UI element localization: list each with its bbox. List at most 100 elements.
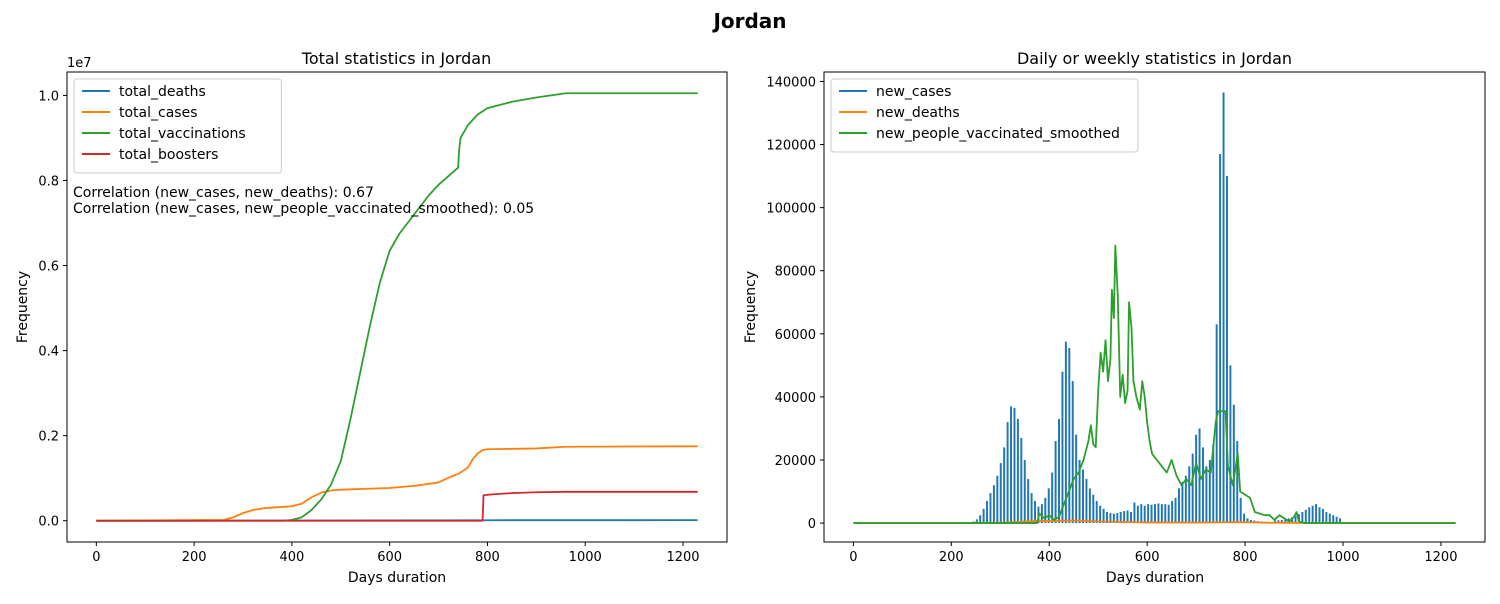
total-vaccinations-line bbox=[96, 92, 698, 522]
new-cases-bar bbox=[1126, 510, 1129, 524]
new-cases-bar bbox=[979, 515, 982, 524]
new-cases-bar bbox=[1229, 365, 1232, 524]
new-cases-bar bbox=[1332, 515, 1335, 524]
figure-title: Jordan bbox=[711, 9, 786, 33]
left-subplot: Total statistics in Jordan 1e7 0 200 400 60… bbox=[15, 49, 728, 586]
new-cases-bar bbox=[1215, 324, 1218, 524]
right-y-tick-label: 100000 bbox=[766, 202, 816, 217]
new-cases-bar bbox=[1191, 453, 1194, 524]
new-cases-bar bbox=[1246, 518, 1249, 524]
new-cases-bar bbox=[1123, 511, 1126, 524]
new-cases-bar bbox=[1321, 508, 1324, 524]
left-offset-text: 1e7 bbox=[67, 56, 92, 71]
new-cases-bar bbox=[1280, 519, 1283, 524]
new-cases-bar bbox=[1088, 488, 1091, 524]
legend-label-total-boosters: total_boosters bbox=[119, 147, 218, 163]
right-x-tick-label: 400 bbox=[1037, 550, 1062, 565]
new-cases-bar bbox=[1058, 418, 1060, 524]
new-cases-bar bbox=[1195, 434, 1198, 524]
new-cases-bar bbox=[1133, 502, 1136, 524]
right-y-tick-label: 40000 bbox=[775, 391, 816, 406]
new-cases-bar bbox=[1068, 348, 1071, 524]
new-cases-bar bbox=[1284, 519, 1287, 524]
right-y-axis-label: Frequency bbox=[743, 271, 759, 343]
new-cases-bar bbox=[1167, 504, 1170, 524]
right-x-tick-label: 0 bbox=[849, 550, 857, 565]
new-cases-bar bbox=[1164, 504, 1167, 524]
left-x-tick-label: 400 bbox=[279, 550, 304, 565]
new-cases-bar bbox=[1291, 517, 1294, 524]
new-cases-bar bbox=[1075, 434, 1078, 524]
right-x-tick-label: 1000 bbox=[1326, 550, 1359, 565]
left-legend: total_deaths total_cases total_vaccination… bbox=[73, 78, 282, 174]
new-cases-bar bbox=[1143, 505, 1146, 524]
right-plot-frame bbox=[823, 71, 1486, 543]
new-cases-bar bbox=[996, 475, 999, 524]
new-cases-bar bbox=[1308, 507, 1311, 524]
new-cases-bar bbox=[1277, 520, 1280, 524]
new-cases-bar bbox=[1010, 406, 1013, 524]
new-cases-bar bbox=[1030, 493, 1033, 524]
legend-label-total-deaths: total_deaths bbox=[119, 84, 206, 100]
new-cases-bar bbox=[1208, 459, 1211, 524]
new-cases-bar bbox=[986, 500, 989, 524]
legend-label-total-vaccinations: total_vaccinations bbox=[119, 126, 246, 142]
new-cases-bar bbox=[982, 508, 985, 524]
left-x-tick-label: 1000 bbox=[569, 550, 602, 565]
left-x-tick-label: 1200 bbox=[666, 550, 699, 565]
left-legend-box bbox=[73, 78, 282, 174]
left-x-axis-label: Days duration bbox=[348, 570, 446, 586]
new-cases-bar bbox=[1071, 381, 1074, 524]
left-annotations: Correlation (new_cases, new_deaths): 0.6… bbox=[73, 185, 534, 217]
new-cases-bar bbox=[1140, 504, 1143, 524]
new-cases-bar bbox=[1232, 404, 1235, 524]
right-y-tick-label: 140000 bbox=[766, 75, 816, 90]
new-cases-bar bbox=[1061, 371, 1064, 524]
right-y-tick-label: 60000 bbox=[775, 328, 816, 343]
right-x-tick-label: 1200 bbox=[1424, 550, 1457, 565]
new-cases-bar bbox=[1325, 512, 1328, 524]
new-cases-bar bbox=[1116, 512, 1119, 524]
new-cases-bar bbox=[1315, 504, 1318, 524]
annotation-corr-vaccinated: Correlation (new_cases, new_people_vacci… bbox=[73, 201, 534, 217]
legend-label-total-cases: total_cases bbox=[119, 105, 198, 121]
new-cases-bar bbox=[1212, 444, 1215, 524]
new-cases-bar bbox=[1044, 497, 1047, 524]
new-cases-bar bbox=[1174, 497, 1177, 524]
new-cases-bar bbox=[1020, 437, 1023, 524]
left-x-tick-label: 0 bbox=[92, 550, 100, 565]
left-x-tick-label: 200 bbox=[182, 550, 207, 565]
new-cases-bar bbox=[1102, 508, 1105, 524]
new-cases-bar bbox=[1294, 516, 1297, 524]
right-x-tick-label: 800 bbox=[1233, 550, 1258, 565]
new-cases-bar bbox=[1003, 447, 1006, 524]
right-x-axis-label: Days duration bbox=[1106, 570, 1204, 586]
new-cases-bar bbox=[1027, 478, 1030, 524]
left-x-tick-label: 800 bbox=[475, 550, 500, 565]
new-cases-bar bbox=[1112, 513, 1115, 524]
left-y-tick-label: 0.8 bbox=[38, 174, 59, 189]
new-cases-bar bbox=[1040, 504, 1043, 524]
left-y-axis-label: Frequency bbox=[15, 271, 31, 343]
right-y-tick-label: 80000 bbox=[775, 265, 816, 280]
new-cases-bar bbox=[1181, 482, 1184, 524]
left-y-tick-label: 0.2 bbox=[38, 430, 59, 445]
new-cases-bar bbox=[1078, 459, 1081, 524]
new-cases-bar bbox=[1243, 513, 1246, 524]
new-cases-bar bbox=[1147, 504, 1150, 524]
right-y-tick-label: 120000 bbox=[766, 139, 816, 154]
new-cases-bar bbox=[1219, 154, 1222, 524]
new-cases-bars bbox=[968, 92, 1342, 524]
left-y-tick-label: 0.0 bbox=[38, 515, 59, 530]
left-plot-title: Total statistics in Jordan bbox=[301, 49, 491, 68]
new-cases-bar bbox=[1188, 466, 1191, 524]
left-y-tick-label: 0.6 bbox=[38, 260, 59, 275]
new-cases-bar bbox=[1304, 509, 1307, 524]
new-cases-bar bbox=[1225, 176, 1228, 524]
new-cases-bar bbox=[1106, 512, 1108, 524]
new-cases-bar bbox=[1301, 512, 1304, 524]
right-plot-title: Daily or weekly statistics in Jordan bbox=[1017, 49, 1292, 68]
new-cases-bar bbox=[1136, 505, 1139, 524]
new-cases-bar bbox=[1205, 466, 1208, 524]
total-cases-line bbox=[96, 445, 698, 522]
